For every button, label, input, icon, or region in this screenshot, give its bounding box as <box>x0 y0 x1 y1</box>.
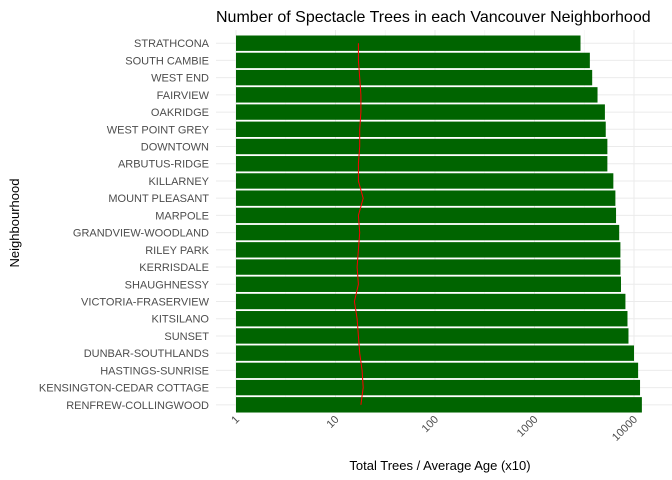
bar <box>236 345 634 361</box>
bar <box>236 52 590 69</box>
y-tick-label: KERRISDALE <box>139 262 209 274</box>
y-tick-label: SOUTH CAMBIE <box>125 55 209 67</box>
bar <box>236 293 626 310</box>
y-tick-label: MARPOLE <box>155 210 209 222</box>
y-tick-label: WEST POINT GREY <box>107 124 210 136</box>
bars <box>236 35 642 413</box>
bar <box>236 104 605 120</box>
y-tick-label: STRATHCONA <box>134 38 210 50</box>
bar <box>236 156 608 172</box>
y-tick-label: ARBUTUS-RIDGE <box>118 159 209 171</box>
age-line <box>353 43 364 405</box>
y-tick-label: VICTORIA-FRASERVIEW <box>81 297 210 309</box>
bar <box>236 259 621 275</box>
y-tick-label: KILLARNEY <box>148 176 209 188</box>
bar <box>236 190 616 206</box>
bar <box>236 397 642 413</box>
bar <box>236 87 598 103</box>
y-tick-label: OAKRIDGE <box>151 107 209 119</box>
y-tick-label: FAIRVIEW <box>157 90 210 102</box>
age-line-path <box>353 43 364 405</box>
y-tick-label: DOWNTOWN <box>141 142 209 154</box>
y-axis-title: Neighbourhood <box>7 179 22 268</box>
bar <box>236 311 628 327</box>
y-tick-labels: STRATHCONA SOUTH CAMBIE WEST END FAIRVIEW OA… <box>39 38 210 412</box>
y-tick-label: RENFREW-COLLINGWOOD <box>66 400 209 412</box>
y-tick-label: MOUNT PLEASANT <box>108 193 209 205</box>
y-tick-label: GRANDVIEW-WOODLAND <box>73 228 209 240</box>
y-tick-label: SHAUGHNESSY <box>125 279 210 291</box>
bar <box>236 173 614 189</box>
bar <box>236 224 620 241</box>
bar <box>236 362 639 379</box>
bar <box>236 379 641 396</box>
bar <box>236 207 617 224</box>
y-tick-label: KITSILANO <box>152 314 210 326</box>
y-tick-label: DUNBAR-SOUTHLANDS <box>84 348 209 360</box>
bar <box>236 69 593 86</box>
bar <box>236 242 621 258</box>
bar <box>236 121 606 137</box>
bar <box>236 138 608 155</box>
y-tick-label: KENSINGTON-CEDAR COTTAGE <box>39 383 209 395</box>
bar <box>236 276 621 292</box>
x-axis-title: Total Trees / Average Age (x10) <box>349 458 530 473</box>
y-tick-label: WEST END <box>151 73 209 85</box>
bar <box>236 35 581 51</box>
y-tick-label: HASTINGS-SUNRISE <box>100 365 209 377</box>
y-tick-label: SUNSET <box>164 331 209 343</box>
bar <box>236 328 629 344</box>
y-tick-label: RILEY PARK <box>145 245 209 257</box>
chart-title: Number of Spectacle Trees in each Vancou… <box>216 9 651 26</box>
